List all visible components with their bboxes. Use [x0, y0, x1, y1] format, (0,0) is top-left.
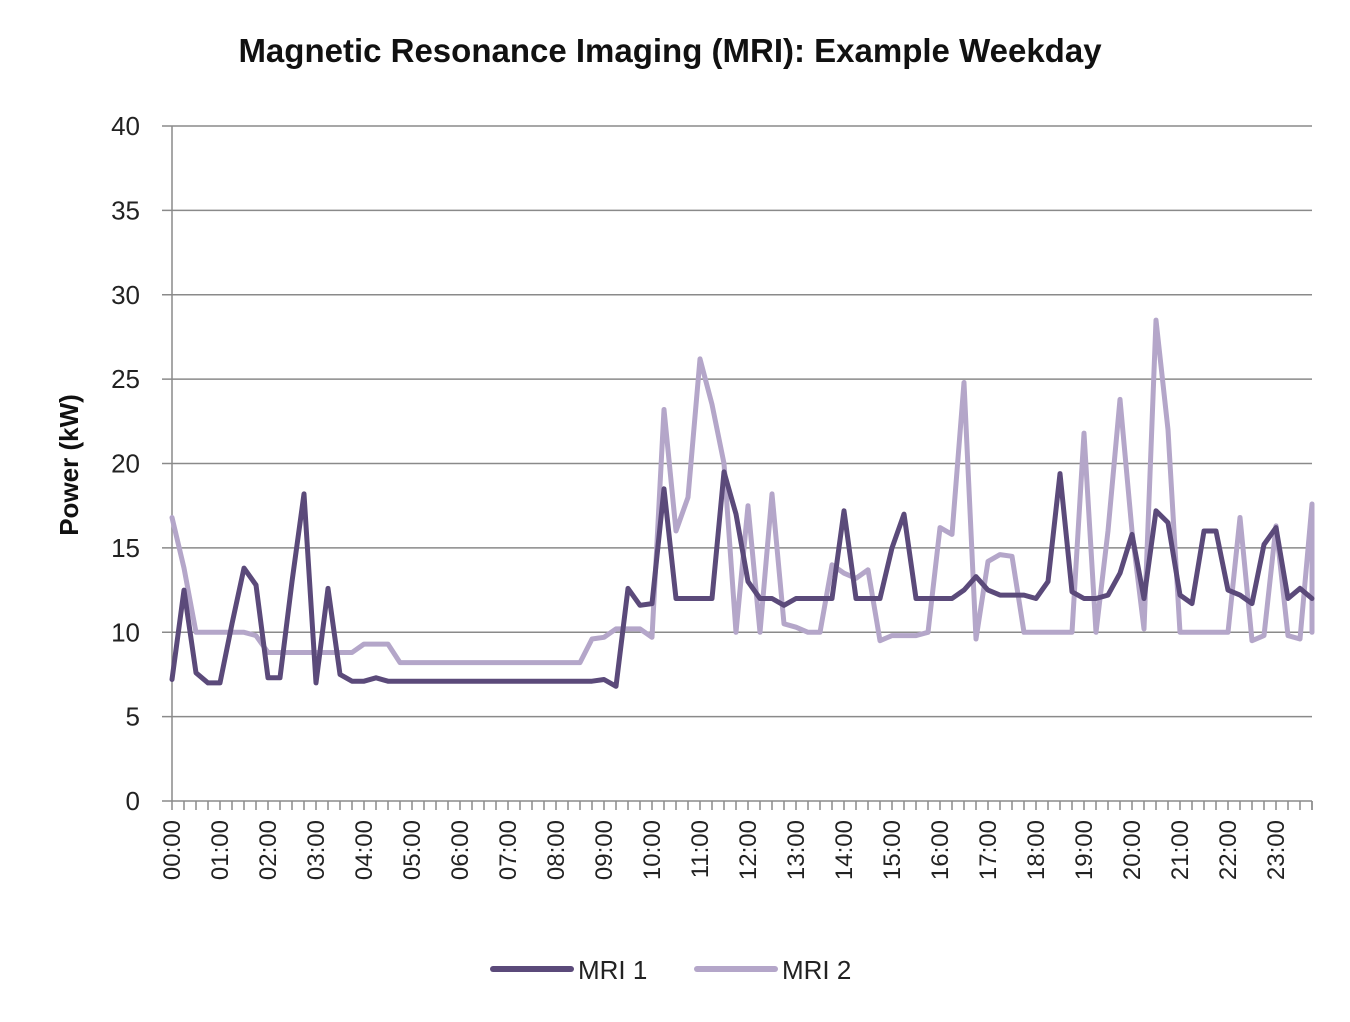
y-tick-label: 15 [111, 533, 140, 563]
x-tick-label: 00:00 [159, 820, 186, 880]
y-axis-ticks: 0 5 10 15 20 25 30 35 40 [111, 111, 140, 816]
y-tick-label: 25 [111, 364, 140, 394]
y-tick-label: 35 [111, 195, 140, 225]
x-tick-label: 11:00 [687, 820, 714, 878]
legend-label-mri-2: MRI 2 [782, 955, 851, 985]
x-tick-label: 12:00 [735, 820, 762, 880]
y-axis-label: Power (kW) [54, 394, 84, 536]
x-tick-label: 01:00 [207, 820, 234, 880]
y-tick-label: 0 [126, 786, 140, 816]
x-tick-label: 08:00 [543, 820, 570, 880]
x-tick-label: 04:00 [351, 820, 378, 880]
y-tick-label: 10 [111, 617, 140, 647]
y-tick-label: 30 [111, 280, 140, 310]
x-tick-label: 17:00 [975, 820, 1002, 880]
legend-label-mri-1: MRI 1 [578, 955, 647, 985]
x-tick-label: 21:00 [1167, 820, 1194, 880]
x-tick-label: 13:00 [783, 820, 810, 880]
x-tick-label: 16:00 [927, 820, 954, 880]
x-tick-label: 02:00 [255, 820, 282, 880]
y-tick-label: 20 [111, 449, 140, 479]
legend: MRI 1 MRI 2 [490, 955, 851, 985]
chart-title: Magnetic Resonance Imaging (MRI): Exampl… [238, 32, 1102, 69]
y-tick-label: 40 [111, 111, 140, 141]
x-tick-label: 23:00 [1263, 820, 1290, 880]
y-tick-label: 5 [126, 702, 140, 732]
x-axis-ticks: 00:00 01:00 02:00 03:00 04:00 05:00 06:00 07:00… [159, 801, 1313, 880]
x-tick-label: 06:00 [447, 820, 474, 880]
x-tick-label: 09:00 [591, 820, 618, 880]
x-tick-label: 15:00 [879, 820, 906, 880]
x-tick-label: 19:00 [1071, 820, 1098, 880]
gridlines [162, 125, 1312, 802]
series-line-mri-1 [169, 469, 1315, 689]
x-tick-label: 18:00 [1023, 820, 1050, 880]
x-tick-label: 14:00 [831, 820, 858, 880]
x-tick-label: 07:00 [495, 820, 522, 880]
x-tick-label: 05:00 [399, 820, 426, 880]
series-lines [169, 317, 1315, 689]
x-tick-label: 03:00 [303, 820, 330, 880]
series-line-mri-2 [169, 317, 1315, 666]
x-tick-label: 20:00 [1119, 820, 1146, 880]
x-tick-label: 22:00 [1215, 820, 1242, 880]
x-tick-label: 10:00 [639, 820, 666, 880]
